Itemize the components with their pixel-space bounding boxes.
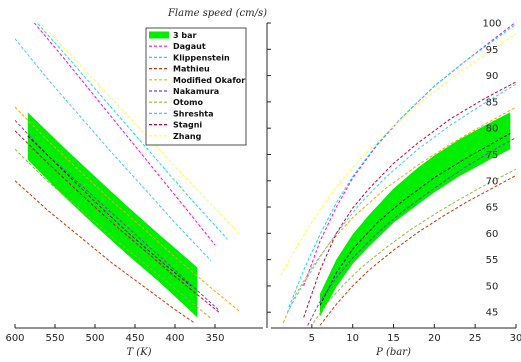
temperature-line-shreshta [15, 38, 212, 262]
legend: 3 bar Dagaut Klippenstein Mathieu Modified O… [145, 27, 247, 146]
pressure-line-klippenstein [288, 23, 516, 308]
legend-label-modified-okafor: Modified Okafor [173, 76, 245, 85]
temperature-line-stagni [15, 130, 220, 313]
temperature-x-tick-label: 400 [165, 333, 184, 344]
pressure-x-tick-label: 20 [428, 333, 441, 344]
temperature-x-tick-label: 550 [45, 333, 64, 344]
pressure-line-stagni [303, 81, 516, 318]
pressure-band-3-bar [320, 112, 511, 317]
legend-box [145, 27, 247, 146]
y-axis: 45 50 55 60 65 70 75 80 85 90 95 100 [266, 19, 502, 328]
y-tick-label: 85 [486, 97, 499, 108]
temperature-x-tick-label: 450 [125, 333, 144, 344]
pressure-x-tick-label: 25 [469, 333, 482, 344]
legend-label-nakamura: Nakamura [173, 87, 219, 96]
pressure-x-tick-label: 5 [309, 333, 315, 344]
temperature-x-tick-label: 500 [85, 333, 104, 344]
y-tick-label: 100 [482, 19, 501, 30]
y-tick-label: 70 [486, 176, 499, 187]
y-tick-label: 95 [486, 45, 499, 56]
y-tick-label: 90 [486, 71, 499, 82]
pressure-line-dagaut [303, 23, 516, 287]
pressure-line-band-center [319, 132, 511, 306]
y-tick-label: 75 [486, 150, 499, 161]
pressure-line-zhang [280, 33, 516, 276]
legend-label-3-bar: 3 bar [173, 31, 196, 40]
pressure-x-tick-label: 30 [510, 333, 521, 344]
legend-label-mathieu: Mathieu [173, 65, 210, 74]
legend-label-shreshta: Shreshta [173, 109, 214, 118]
y-tick-label: 65 [486, 203, 499, 214]
pressure-x-tick-label: 15 [387, 333, 400, 344]
y-tick-label: 80 [486, 124, 499, 135]
pressure-line-mathieu [319, 175, 516, 326]
legend-label-klippenstein: Klippenstein [173, 53, 230, 62]
pressure-x-tick-label: 10 [346, 333, 359, 344]
pressure-plot-area [280, 23, 516, 326]
y-axis-label: Flame speed (cm/s) [167, 8, 267, 19]
y-tick-label: 55 [486, 255, 499, 266]
y-tick-label: 60 [486, 229, 499, 240]
pressure-x-axis-label: P (bar) [375, 347, 411, 358]
temperature-panel: 600 550 500 450 400 350 T (K) [5, 23, 263, 358]
temperature-band-3-bar [27, 112, 198, 318]
pressure-line-modified-okafor [282, 106, 516, 323]
pressure-line-shreshta [286, 83, 516, 313]
legend-label-zhang: Zhang [173, 132, 202, 141]
pressure-panel: 5 10 15 20 25 30 P (bar) [271, 23, 521, 358]
legend-label-stagni: Stagni [173, 121, 202, 130]
legend-label-otomo: Otomo [173, 98, 203, 107]
legend-swatch-3-bar [149, 31, 169, 39]
y-tick-label: 50 [486, 281, 499, 292]
temperature-x-tick-label: 600 [5, 333, 24, 344]
pressure-line-otomo [313, 168, 516, 324]
temperature-plot-area [15, 23, 241, 324]
temperature-line-band-center [27, 135, 192, 287]
temperature-line-dagaut [33, 23, 216, 246]
temperature-line-zhang [39, 23, 240, 234]
legend-label-dagaut: Dagaut [173, 42, 206, 51]
temperature-x-axis-label: T (K) [126, 347, 151, 358]
temperature-x-tick-label: 350 [205, 333, 224, 344]
temperature-line-otomo [15, 148, 212, 319]
temperature-line-klippenstein [36, 23, 228, 239]
y-tick-label: 45 [486, 308, 499, 319]
temperature-line-mathieu [15, 180, 195, 324]
